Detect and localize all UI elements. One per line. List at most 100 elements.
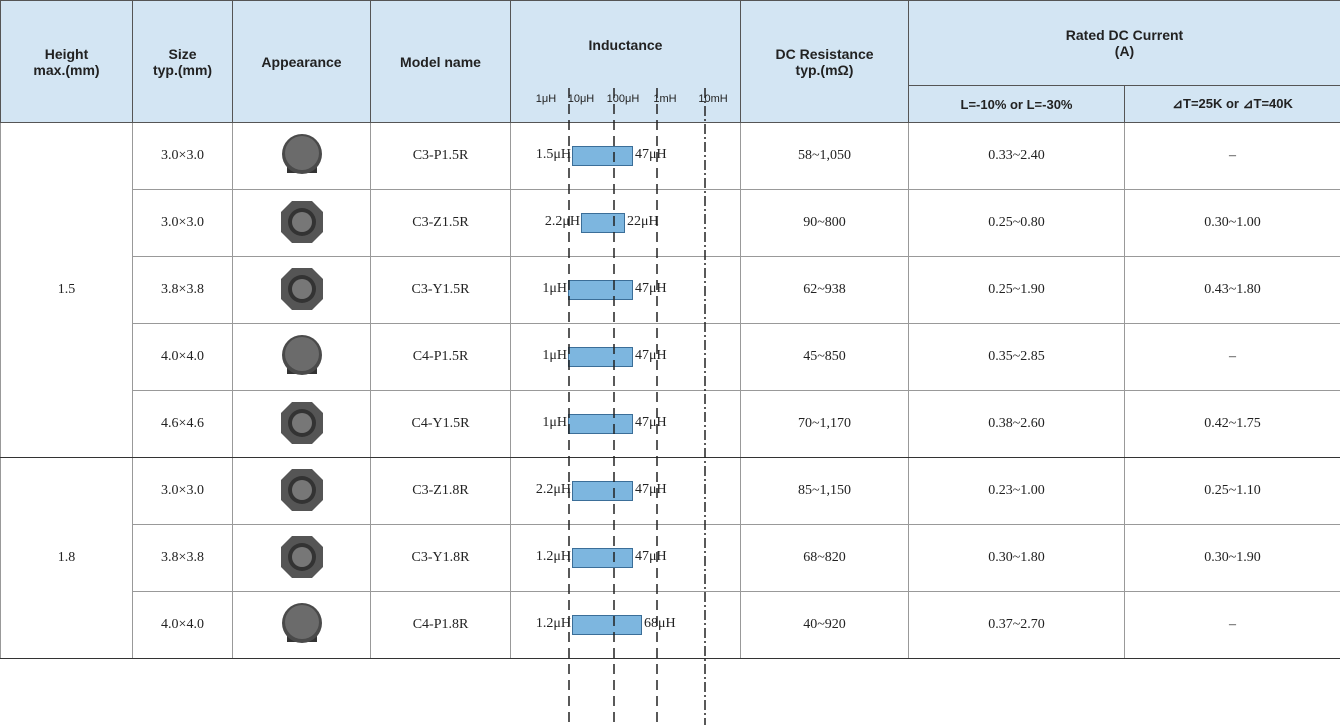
current-cell: 0.25~1.10 xyxy=(1124,457,1340,525)
inductance-max: 47μH xyxy=(635,281,667,296)
inductance-cell: 1.2μH 68μH xyxy=(510,591,741,659)
current-cell: 0.35~2.85 xyxy=(908,323,1125,391)
inductance-cell: 1.5μH 47μH xyxy=(510,122,741,190)
dcr-cell: 70~1,170 xyxy=(740,390,909,458)
inductance-cell: 1μH 47μH xyxy=(510,390,741,458)
inductance-max: 47μH xyxy=(635,415,667,430)
table-row: 3.8×3.8 C3-Y1.8R 1.2μH 47μH 68~820 0.30~1.80 0… xyxy=(1,524,1340,592)
part-image xyxy=(281,334,322,375)
appearance-cell xyxy=(232,524,371,592)
table-row: 3.0×3.0 C3-Z1.5R 2.2μH 22μH 90~800 0.25~0.80 0… xyxy=(1,189,1340,257)
header-cell: Appearance xyxy=(232,0,371,123)
inductance-range: 1.2μH 68μH xyxy=(511,592,741,658)
current-cell: – xyxy=(1124,323,1340,391)
dcr-cell: 68~820 xyxy=(740,524,909,592)
table-row: 4.0×4.0 C4-P1.5R 1μH 47μH 45~850 0.35~2.85– xyxy=(1,323,1340,391)
inductance-bar xyxy=(568,347,633,367)
inductance-range: 2.2μH 22μH xyxy=(511,190,741,256)
dcr-cell: 40~920 xyxy=(740,591,909,659)
current-cell: 0.25~1.90 xyxy=(908,256,1125,324)
dcr-cell: 90~800 xyxy=(740,189,909,257)
current-cell: 0.43~1.80 xyxy=(1124,256,1340,324)
header-cell: Model name xyxy=(370,0,511,123)
inductance-min: 2.2μH xyxy=(535,482,571,497)
inductance-max: 47μH xyxy=(635,549,667,564)
inductance-max: 47μH xyxy=(635,348,667,363)
table-row: 4.0×4.0 C4-P1.8R 1.2μH 68μH 40~920 0.37~2.70– xyxy=(1,591,1340,659)
size-cell: 3.0×3.0 xyxy=(132,122,233,190)
current-cell: – xyxy=(1124,591,1340,659)
inductance-bar xyxy=(572,481,633,501)
inductance-min: 1.2μH xyxy=(535,616,571,631)
dcr-cell: 58~1,050 xyxy=(740,122,909,190)
model-cell: C4-Y1.5R xyxy=(370,390,511,458)
inductance-bar xyxy=(568,414,633,434)
current-cell: 0.30~1.80 xyxy=(908,524,1125,592)
inductance-range: 1μH 47μH xyxy=(511,257,741,323)
part-image xyxy=(280,267,323,310)
dcr-cell: 62~938 xyxy=(740,256,909,324)
inductance-min: 1.5μH xyxy=(535,147,571,162)
current-cell: 0.25~0.80 xyxy=(908,189,1125,257)
scale-label: 10μH xyxy=(567,93,595,105)
current-cell: 0.42~1.75 xyxy=(1124,390,1340,458)
model-cell: C3-Y1.5R xyxy=(370,256,511,324)
current-cell: 0.33~2.40 xyxy=(908,122,1125,190)
table-row: 1.8 3.0×3.0 C3-Z1.8R 2.2μH 47μH 85~1,150 0.23~… xyxy=(0,457,1340,659)
inductance-range: 2.2μH 47μH xyxy=(511,458,741,524)
appearance-cell xyxy=(232,591,371,659)
appearance-cell xyxy=(232,457,371,525)
current-cell: 0.38~2.60 xyxy=(908,390,1125,458)
inductance-min: 1μH xyxy=(542,348,567,363)
inductance-range: 1μH 47μH xyxy=(511,324,741,390)
model-cell: C3-P1.5R xyxy=(370,122,511,190)
inductance-max: 47μH xyxy=(635,482,667,497)
model-cell: C3-Z1.5R xyxy=(370,189,511,257)
appearance-cell xyxy=(232,256,371,324)
part-image xyxy=(280,535,323,578)
size-cell: 3.8×3.8 xyxy=(132,256,233,324)
size-cell: 3.0×3.0 xyxy=(132,457,233,525)
dcr-cell: 45~850 xyxy=(740,323,909,391)
inductance-min: 2.2μH xyxy=(544,214,580,229)
appearance-cell xyxy=(232,189,371,257)
header-cell: Height max.(mm) xyxy=(0,0,133,123)
table-row: 1.5 3.0×3.0 C3-P1.5R 1.5μH 47μH 58~1,050 0.33~… xyxy=(0,122,1340,458)
part-image xyxy=(280,200,323,243)
inductance-range: 1μH 47μH xyxy=(511,391,741,457)
header-cell: Rated DC Current (A) xyxy=(908,0,1340,86)
current-cell: 0.37~2.70 xyxy=(908,591,1125,659)
table-row: 3.8×3.8 C3-Y1.5R 1μH 47μH 62~938 0.25~1.90 0.4… xyxy=(1,256,1340,324)
part-image xyxy=(281,602,322,643)
header-cell: ⊿T=25K or ⊿T=40K xyxy=(1124,85,1340,123)
table-row: 4.6×4.6 C4-Y1.5R 1μH 47μH 70~1,170 0.38~2.60 0… xyxy=(1,390,1340,458)
scale-label: 1mH xyxy=(653,93,677,105)
inductance-range: 1.5μH 47μH xyxy=(511,123,741,189)
inductance-min: 1μH xyxy=(542,415,567,430)
model-cell: C4-P1.8R xyxy=(370,591,511,659)
header-text: Inductance xyxy=(588,37,663,53)
inductance-max: 47μH xyxy=(635,147,667,162)
dcr-cell: 85~1,150 xyxy=(740,457,909,525)
appearance-cell xyxy=(232,390,371,458)
current-cell: 0.23~1.00 xyxy=(908,457,1125,525)
height-cell: 1.5 xyxy=(0,122,133,458)
model-cell: C3-Y1.8R xyxy=(370,524,511,592)
appearance-cell xyxy=(232,122,371,190)
part-image xyxy=(280,468,323,511)
header-cell: DC Resistance typ.(mΩ) xyxy=(740,0,909,123)
current-cell: 0.30~1.00 xyxy=(1124,189,1340,257)
inductance-cell: 2.2μH 47μH xyxy=(510,457,741,525)
scale-label: 1μH xyxy=(535,93,557,105)
inductance-min: 1μH xyxy=(542,281,567,296)
inductance-cell: 2.2μH 22μH xyxy=(510,189,741,257)
scale-label: 10mH xyxy=(698,93,728,105)
current-cell: – xyxy=(1124,122,1340,190)
header-cell: Inductance 1μH 10μH 100μH 1mH 10mH xyxy=(510,0,741,123)
inductance-bar xyxy=(572,146,633,166)
inductance-min: 1.2μH xyxy=(535,549,571,564)
appearance-cell xyxy=(232,323,371,391)
inductance-range: 1.2μH 47μH xyxy=(511,525,741,591)
inductance-bar xyxy=(572,615,642,635)
